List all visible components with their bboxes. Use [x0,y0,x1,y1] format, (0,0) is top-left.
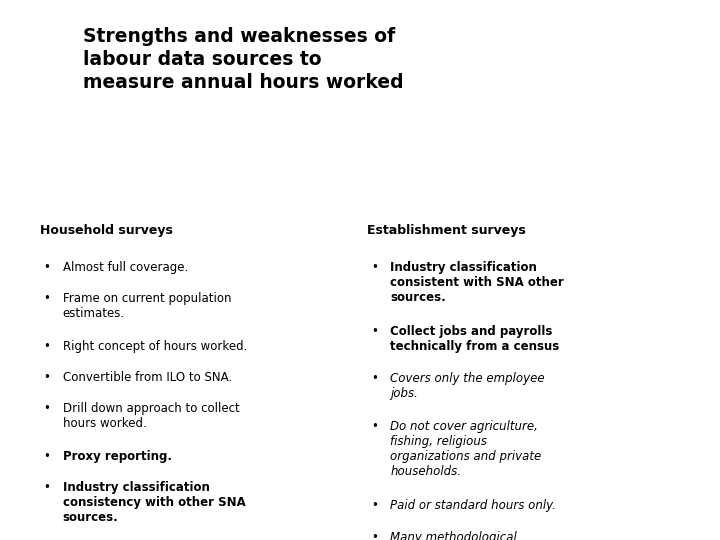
Text: Establishment surveys: Establishment surveys [367,224,526,237]
Text: •: • [43,450,50,463]
Text: Frame on current population
estimates.: Frame on current population estimates. [63,292,231,320]
Text: Industry classification
consistency with other SNA
sources.: Industry classification consistency with… [63,481,246,524]
Text: •: • [43,261,50,274]
Text: •: • [371,261,378,274]
Text: •: • [43,292,50,305]
Text: Strengths and weaknesses of
labour data sources to
measure annual hours worked: Strengths and weaknesses of labour data … [83,27,403,91]
Text: Covers only the employee
jobs.: Covers only the employee jobs. [390,372,545,400]
Text: Many methodological
changes over its history.: Many methodological changes over its his… [390,531,535,540]
Text: Paid or standard hours only.: Paid or standard hours only. [390,500,557,512]
Text: Right concept of hours worked.: Right concept of hours worked. [63,340,247,353]
Text: •: • [371,531,378,540]
Text: Collect jobs and payrolls
technically from a census: Collect jobs and payrolls technically fr… [390,325,559,353]
Text: Household surveys: Household surveys [40,224,173,237]
Text: •: • [371,325,378,338]
Text: •: • [371,372,378,385]
Text: Drill down approach to collect
hours worked.: Drill down approach to collect hours wor… [63,402,239,430]
Text: Almost full coverage.: Almost full coverage. [63,261,188,274]
Text: •: • [371,500,378,512]
Text: Convertible from ILO to SNA.: Convertible from ILO to SNA. [63,371,232,384]
Text: Do not cover agriculture,
fishing, religious
organizations and private
household: Do not cover agriculture, fishing, relig… [390,420,541,477]
Text: •: • [371,420,378,433]
Text: Industry classification
consistent with SNA other
sources.: Industry classification consistent with … [390,261,564,304]
Text: •: • [43,371,50,384]
Text: •: • [43,481,50,494]
Text: Proxy reporting.: Proxy reporting. [63,450,171,463]
Text: •: • [43,402,50,415]
Text: •: • [43,340,50,353]
